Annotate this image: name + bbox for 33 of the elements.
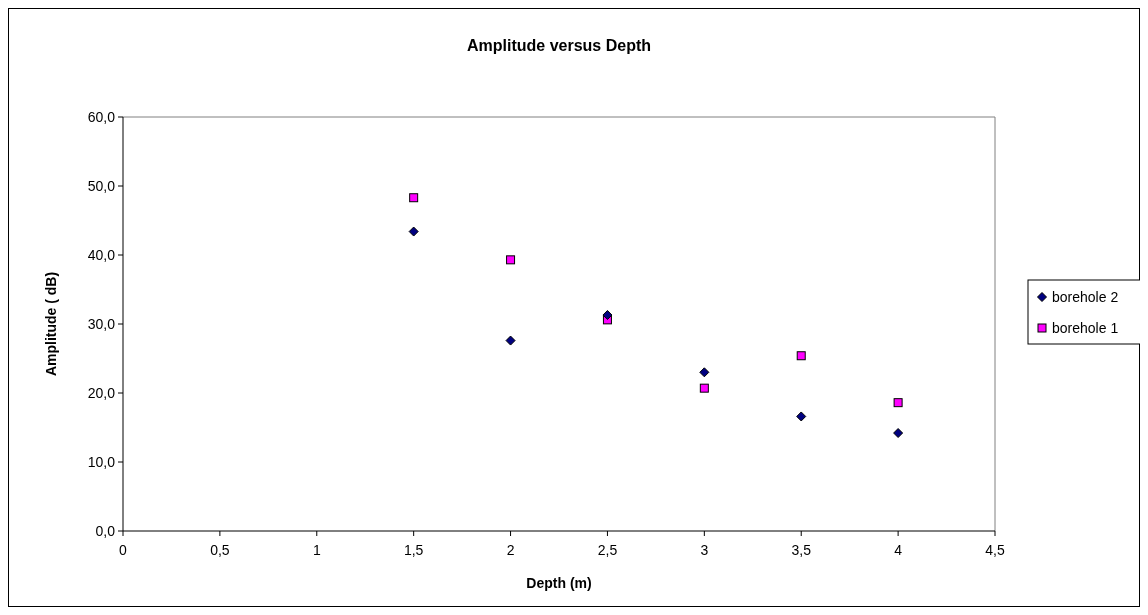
point — [893, 428, 904, 439]
point — [409, 193, 419, 203]
point — [796, 411, 807, 422]
point — [796, 351, 806, 361]
x-axis-title: Depth (m) — [526, 575, 592, 591]
point — [506, 255, 516, 265]
y-tick-label: 60,0 — [87, 108, 116, 125]
point — [602, 310, 613, 321]
x-tick-label: 3,5 — [791, 542, 812, 558]
x-tick-label: 1,5 — [403, 542, 424, 558]
legend-label: borehole 2 — [1052, 288, 1119, 305]
x-tick-label: 2,5 — [597, 542, 618, 558]
x-tick-label: 0 — [119, 542, 128, 558]
point — [699, 367, 710, 378]
chart-title: Amplitude versus Depth — [466, 37, 652, 54]
x-tick-label: 1 — [312, 542, 321, 558]
point — [408, 226, 419, 237]
legend-label: borehole 1 — [1052, 319, 1119, 336]
point — [893, 398, 903, 408]
point — [699, 383, 709, 393]
y-tick-label: 40,0 — [87, 246, 116, 263]
y-tick-label: 0,0 — [95, 522, 116, 539]
x-tick-label: 2 — [506, 542, 515, 558]
x-tick-label: 4 — [894, 542, 903, 558]
y-tick-label: 10,0 — [87, 453, 116, 470]
x-tick-label: 3 — [700, 542, 709, 558]
x-tick-label: 4,5 — [985, 542, 1005, 558]
y-tick-label: 30,0 — [87, 315, 116, 332]
point — [505, 335, 516, 346]
y-tick-label: 20,0 — [87, 384, 116, 401]
y-tick-label: 50,0 — [87, 177, 116, 194]
x-tick-label: 0,5 — [210, 542, 230, 558]
y-axis-title: Amplitude ( dB) — [43, 271, 59, 377]
